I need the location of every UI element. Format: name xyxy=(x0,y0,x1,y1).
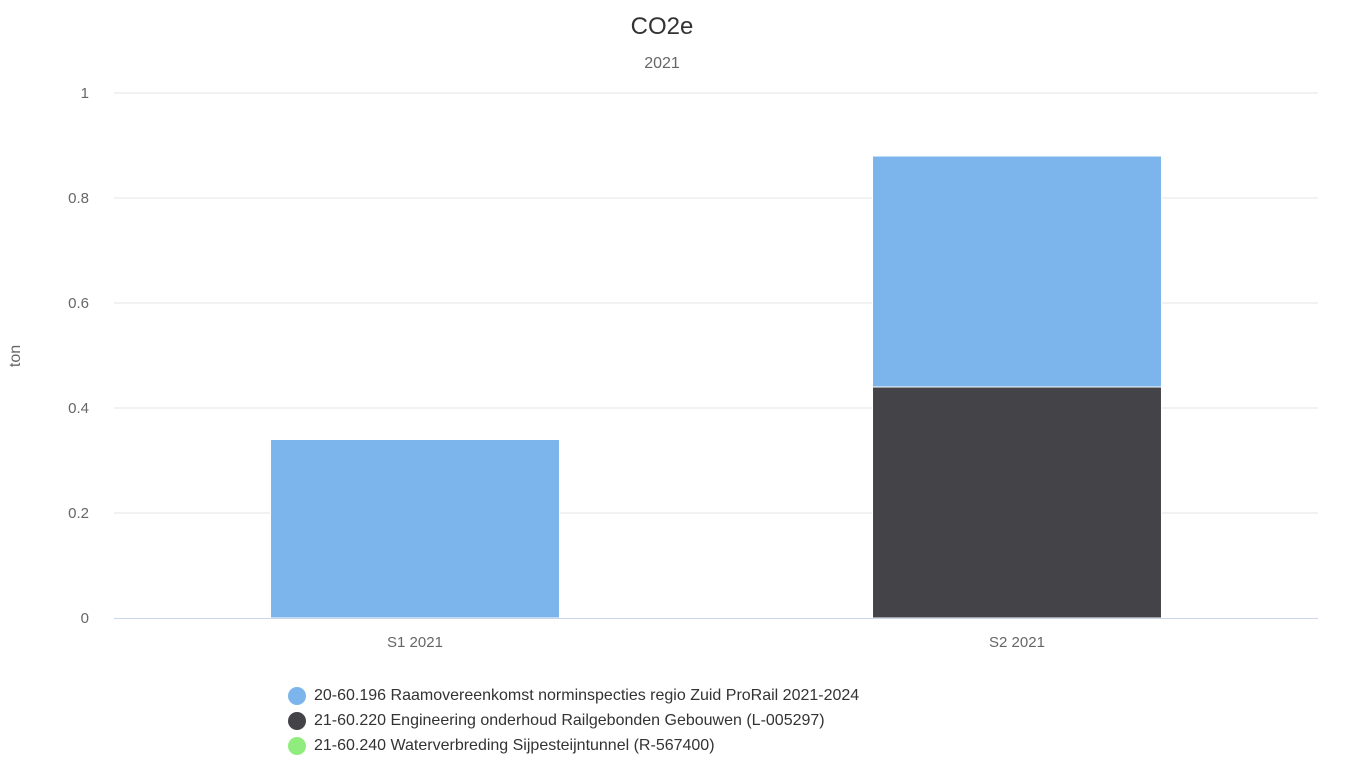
legend-item[interactable]: 20-60.196 Raamovereenkomst norminspectie… xyxy=(288,683,859,708)
legend-label: 21-60.220 Engineering onderhoud Railgebo… xyxy=(314,711,825,729)
y-axis-ticks: 0 0.2 0.4 0.6 0.8 1 xyxy=(68,85,89,627)
legend-label: 21-60.240 Waterverbreding Sijpesteijntun… xyxy=(314,736,715,754)
legend-marker xyxy=(288,711,306,730)
bar-segment[interactable] xyxy=(872,155,1162,388)
y-tick-label: 0.2 xyxy=(68,505,89,522)
y-tick-label: 0.6 xyxy=(68,295,89,312)
y-tick-label: 0 xyxy=(81,610,89,627)
legend-marker xyxy=(288,686,306,705)
x-tick-label: S1 2021 xyxy=(387,634,443,651)
bars xyxy=(270,155,1162,619)
y-axis-label: ton xyxy=(7,345,24,367)
y-tick-label: 0.8 xyxy=(68,190,89,207)
legend-item[interactable]: 21-60.220 Engineering onderhoud Railgebo… xyxy=(288,708,859,733)
x-tick-label: S2 2021 xyxy=(989,634,1045,651)
bar-segment[interactable] xyxy=(270,439,560,619)
chart-title: CO2e xyxy=(631,13,694,40)
chart-legend: 20-60.196 Raamovereenkomst norminspectie… xyxy=(288,683,859,758)
y-tick-label: 1 xyxy=(81,85,89,102)
chart-subtitle: 2021 xyxy=(644,55,680,72)
y-tick-label: 0.4 xyxy=(68,400,89,417)
legend-marker xyxy=(288,736,306,755)
legend-item[interactable]: 21-60.240 Waterverbreding Sijpesteijntun… xyxy=(288,733,859,758)
legend-label: 20-60.196 Raamovereenkomst norminspectie… xyxy=(314,686,860,704)
x-axis-ticks: S1 2021 S2 2021 xyxy=(387,634,1045,651)
bar-segment[interactable] xyxy=(872,386,1162,619)
